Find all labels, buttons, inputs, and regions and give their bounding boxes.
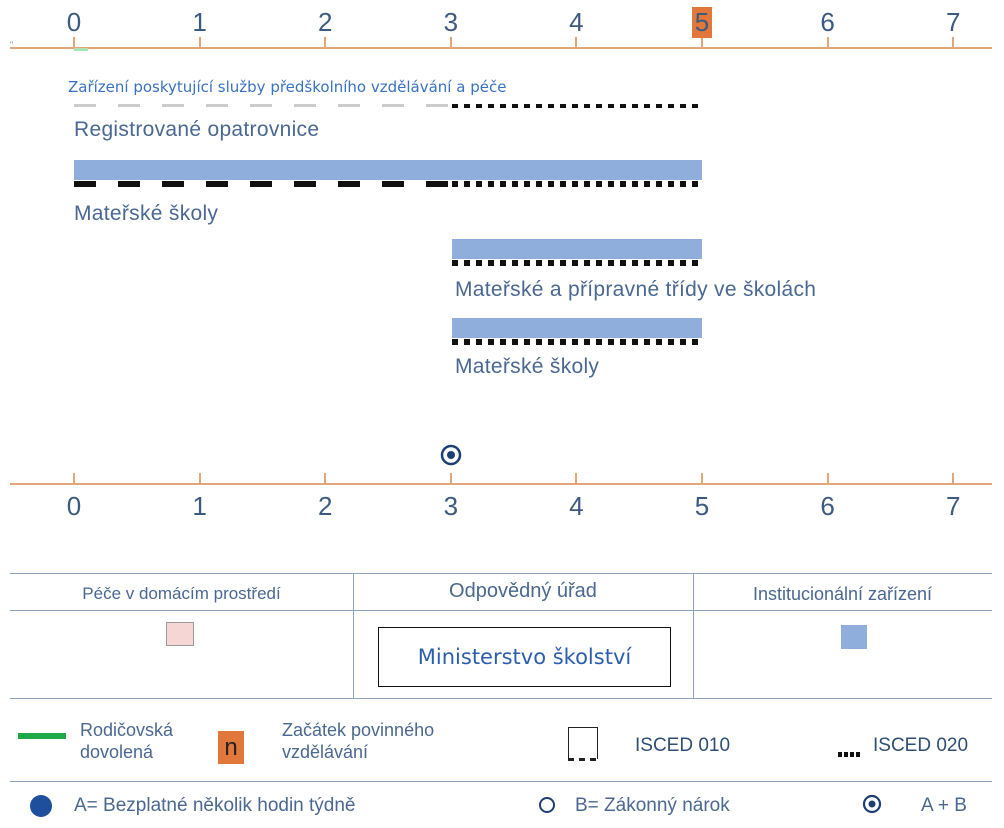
programme-label: Mateřské školy	[455, 355, 600, 378]
axis-tick	[198, 473, 201, 485]
combined-a-b-icon	[862, 794, 882, 814]
free-hours-dot-icon	[30, 795, 52, 817]
isced010-swatch	[568, 727, 598, 759]
axis-tick	[952, 473, 955, 485]
legend-isced020: ISCED 020	[873, 735, 969, 756]
compulsory-start-symbol: n	[224, 734, 238, 761]
institutional-bar	[452, 239, 702, 259]
axis-tick-label: 5	[694, 491, 710, 521]
axis-tick-label: 4	[569, 491, 584, 521]
axis-tick-label-compulsory-start: 5	[692, 7, 712, 38]
axis-tick-label: 1	[192, 491, 207, 521]
axis-tick-label: 1	[192, 7, 207, 37]
axis-tick	[826, 473, 829, 485]
institution-swatch	[841, 625, 867, 649]
isced020-line	[452, 339, 702, 345]
axis-tick	[73, 37, 75, 49]
table-divider	[693, 573, 694, 698]
isced020-line	[452, 104, 702, 108]
table-header-authority: Odpovědný úřad	[449, 580, 597, 602]
axis-tick	[826, 37, 829, 49]
axis-tick-label: 6	[820, 7, 835, 37]
axis-tick-label: 3	[443, 7, 459, 37]
axis-tick	[449, 37, 452, 49]
axis-line	[10, 47, 992, 49]
isced020-swatch	[838, 752, 860, 757]
legend-divider	[10, 781, 992, 782]
legal-right-circle-icon	[539, 797, 555, 813]
axis-tick	[575, 37, 578, 49]
legend-isced010: ISCED 010	[635, 735, 731, 756]
axis-tick	[324, 473, 327, 485]
table-divider	[353, 573, 354, 698]
isced010-line	[74, 104, 452, 107]
axis-tick	[449, 473, 452, 485]
isced010-line	[74, 181, 452, 187]
table-top-border	[10, 573, 992, 574]
axis-tick-label: 3	[443, 491, 459, 521]
legend-legal-right: B= Zákonný nárok	[575, 795, 730, 816]
axis-tick	[324, 37, 327, 49]
authority-box: Ministerstvo školství	[378, 627, 671, 687]
isced010-swatch-dash	[568, 758, 598, 761]
axis-tick-label: 4	[569, 7, 584, 37]
axis-tick	[701, 37, 703, 49]
compulsory-start-swatch: n	[218, 731, 244, 764]
axis-tick-label: 7	[945, 7, 961, 37]
axis-tick-label: 0	[66, 491, 82, 521]
axis-tick-label: 7	[945, 491, 961, 521]
axis-tick	[952, 37, 955, 49]
axis-tick-label: 2	[317, 491, 333, 521]
parental-leave-marker	[74, 48, 88, 51]
axis-line	[10, 483, 992, 485]
home-care-swatch	[166, 622, 194, 646]
legend-compulsory-start: Začátek povinného vzdělávání	[282, 720, 435, 762]
axis-tick-label: 0	[66, 7, 82, 37]
programme-label: Mateřské a přípravné třídy ve školách	[455, 278, 817, 301]
programme-label: Registrované opatrovnice	[74, 118, 320, 141]
axis-tick	[575, 473, 578, 485]
entitlement-a-b-icon	[440, 444, 462, 466]
parental-leave-swatch	[18, 733, 66, 739]
legend-parental-leave: Rodičovská dovolená	[80, 720, 174, 762]
table-header-home-care: Péče v domácím prostředí	[82, 584, 281, 603]
axis-tick	[198, 37, 201, 49]
axis-tick-label: 6	[820, 491, 835, 521]
institutional-bar	[452, 318, 702, 338]
table-header-institution: Institucionální zařízení	[752, 584, 933, 604]
axis-tick-label: 2	[317, 7, 333, 37]
axis-tick	[73, 473, 75, 485]
isced020-line	[452, 181, 702, 187]
section-title: Zařízení poskytující služby předškolního…	[68, 78, 507, 96]
programme-label: Mateřské školy	[74, 202, 219, 225]
authority-value: Ministerstvo školství	[417, 645, 632, 669]
isced020-line	[452, 260, 702, 266]
corner-mark: "	[10, 40, 14, 50]
table-bottom-border	[10, 698, 992, 699]
legend-combined: A + B	[921, 795, 967, 816]
axis-tick	[701, 473, 703, 485]
institutional-bar	[74, 160, 702, 180]
table-header-border	[10, 610, 992, 611]
legend-free-hours: A= Bezplatné několik hodin týdně	[74, 795, 356, 816]
